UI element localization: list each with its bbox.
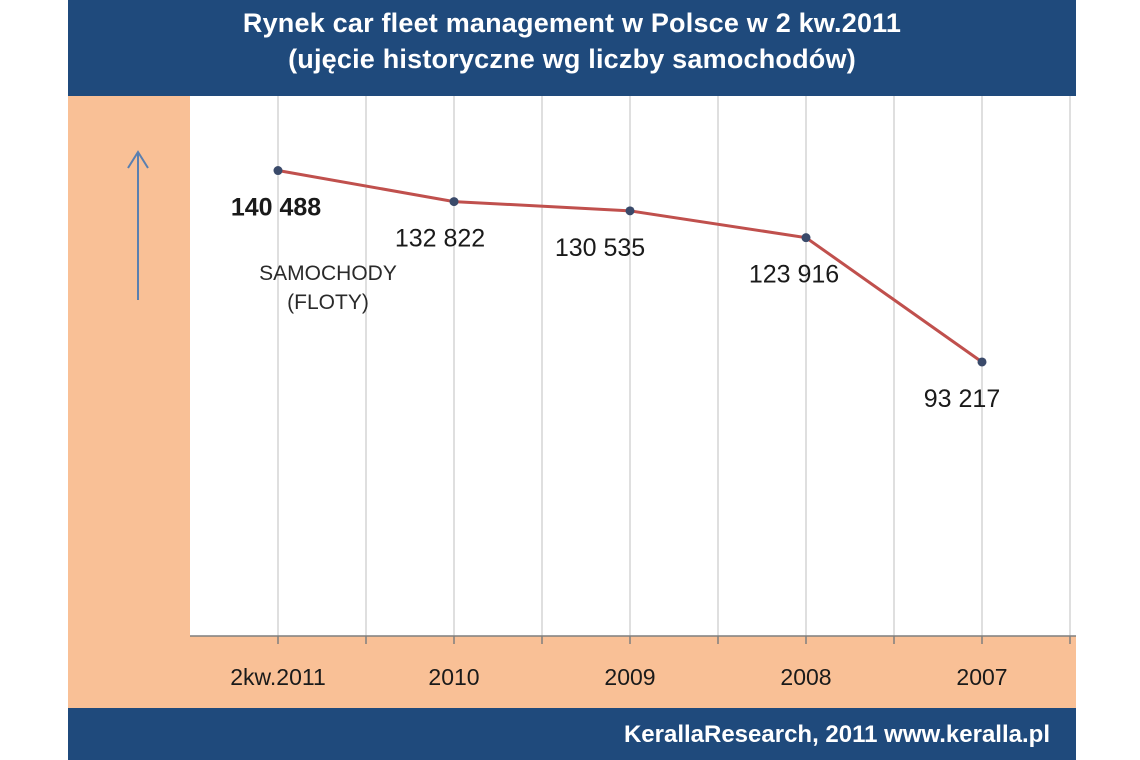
chart-subtitle: (ujęcie historyczne wg liczby samochodów… [288,44,856,74]
data-points [273,166,987,367]
category-label: 2009 [604,664,655,690]
category-label: 2kw.2011 [230,664,325,690]
category-label: 2008 [780,664,831,690]
category-labels: 2kw.2011 2010 2009 2008 2007 [230,664,1007,690]
value-label: 130 535 [555,234,645,262]
data-point [449,197,459,207]
chart-footer: KerallaResearch, 2011 www.keralla.pl [68,708,1076,760]
data-point [977,357,987,367]
category-band [190,636,1076,708]
chart-title: Rynek car fleet management w Polsce w 2 … [242,8,902,38]
category-label: 2010 [428,664,479,690]
chart-header: Rynek car fleet management w Polsce w 2 … [68,0,1076,96]
y-axis-arrow-icon [127,150,149,300]
data-point [273,166,283,176]
value-label: 140 488 [231,194,321,222]
value-label: 93 217 [924,385,1000,413]
data-point [801,233,811,243]
plot-area [190,96,1076,636]
data-point [625,206,635,216]
value-label: 123 916 [749,261,839,289]
axis-annotation-line1: SAMOCHODY [259,262,397,285]
source-credit: KerallaResearch, 2011 www.keralla.pl [623,721,1050,748]
axis-annotation-line2: (FLOTY) [287,291,369,314]
x-ticks [277,636,1071,644]
gridlines [277,96,1071,636]
left-band [68,96,190,708]
value-label: 132 822 [395,225,485,253]
category-label: 2007 [956,664,1007,690]
value-labels: 140 488 132 822 130 535 123 916 93 217 [231,194,1000,413]
